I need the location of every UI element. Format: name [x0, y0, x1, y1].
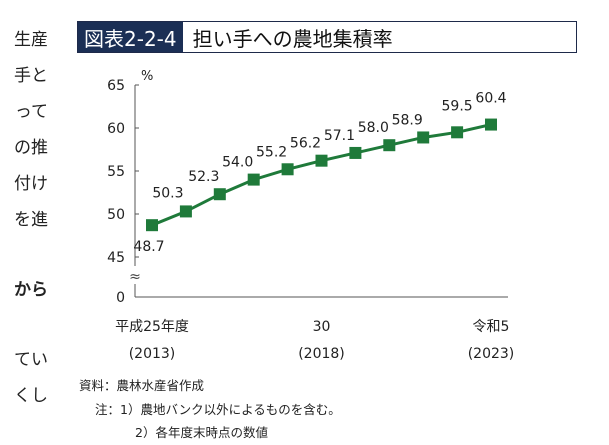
data-point-marker	[179, 205, 192, 218]
data-point-marker	[315, 154, 328, 167]
data-point-marker	[451, 126, 464, 139]
figure-title-text: 担い手への農地集積率	[192, 26, 393, 51]
chart-axes: ≈65 60 55 50 45 0% 平成25年度 (2013) 30 (2018) 令和5 (202…	[107, 69, 514, 362]
heading-fragment: から	[14, 280, 48, 300]
data-point-marker	[383, 139, 396, 152]
axis-break-symbol: ≈	[129, 269, 141, 285]
data-label: 58.0	[358, 120, 389, 136]
body-text-fragment: 生産 手と って の推 付け を進 から てい くし	[0, 22, 48, 414]
chart-series	[146, 118, 497, 232]
data-point-marker	[349, 146, 362, 159]
text-line: 手と	[14, 66, 48, 86]
data-point-marker	[146, 219, 158, 232]
text-line: 生産	[14, 30, 48, 50]
x-tick-label: 平成25年度	[115, 319, 189, 335]
text-line: くし	[14, 386, 48, 406]
text-line: の推	[14, 138, 48, 158]
data-label: 54.0	[222, 155, 253, 171]
y-tick-label: 65	[107, 78, 125, 94]
data-label: 59.5	[442, 98, 473, 114]
data-label: 56.2	[290, 136, 321, 152]
figure-title: 図表2-2-4 担い手への農地集積率	[77, 21, 577, 53]
chart-data-labels: 48.7 50.3 52.354.055.256.2 57.1 58.0 58.9 59.5…	[133, 91, 506, 256]
x-tick-label: 令和5	[473, 319, 510, 335]
x-tick-label-year: (2023)	[468, 346, 515, 362]
data-label: 50.3	[152, 185, 183, 201]
x-tick-label-year: (2018)	[298, 346, 345, 362]
figure-number-badge: 図表2-2-4	[78, 22, 183, 52]
y-tick-label: 45	[107, 250, 125, 266]
data-point-marker	[213, 188, 226, 201]
data-point-marker	[417, 131, 430, 144]
text-line: って	[14, 102, 48, 122]
data-label: 57.1	[324, 128, 355, 144]
data-point-marker	[485, 118, 497, 131]
data-point-marker	[281, 163, 294, 176]
data-point-marker	[247, 173, 260, 186]
y-tick-label: 60	[107, 121, 125, 137]
text-line: 付け	[14, 174, 48, 194]
y-axis-unit: %	[141, 69, 153, 84]
y-tick-label: 55	[107, 164, 125, 180]
data-label: 60.4	[475, 91, 506, 107]
x-tick-label-year: (2013)	[129, 346, 176, 362]
footnote-2: 2）各年度末時点の数値	[135, 425, 268, 440]
line-chart: ≈65 60 55 50 45 0% 平成25年度 (2013) 30 (2018) 令和5 (202…	[107, 69, 514, 362]
data-label: 58.9	[392, 112, 423, 128]
text-line: を進	[14, 210, 48, 230]
data-label: 52.3	[188, 169, 219, 185]
y-tick-label-zero: 0	[116, 290, 125, 306]
y-tick-label: 50	[107, 207, 125, 223]
source-note: 資料：農林水産省作成	[79, 378, 205, 393]
data-label: 55.2	[256, 144, 287, 160]
footnote-1: 注：1）農地バンク以外によるものを含む。	[95, 402, 341, 417]
data-label: 48.7	[133, 239, 164, 255]
x-tick-label: 30	[313, 319, 331, 335]
text-line: てい	[14, 350, 48, 370]
